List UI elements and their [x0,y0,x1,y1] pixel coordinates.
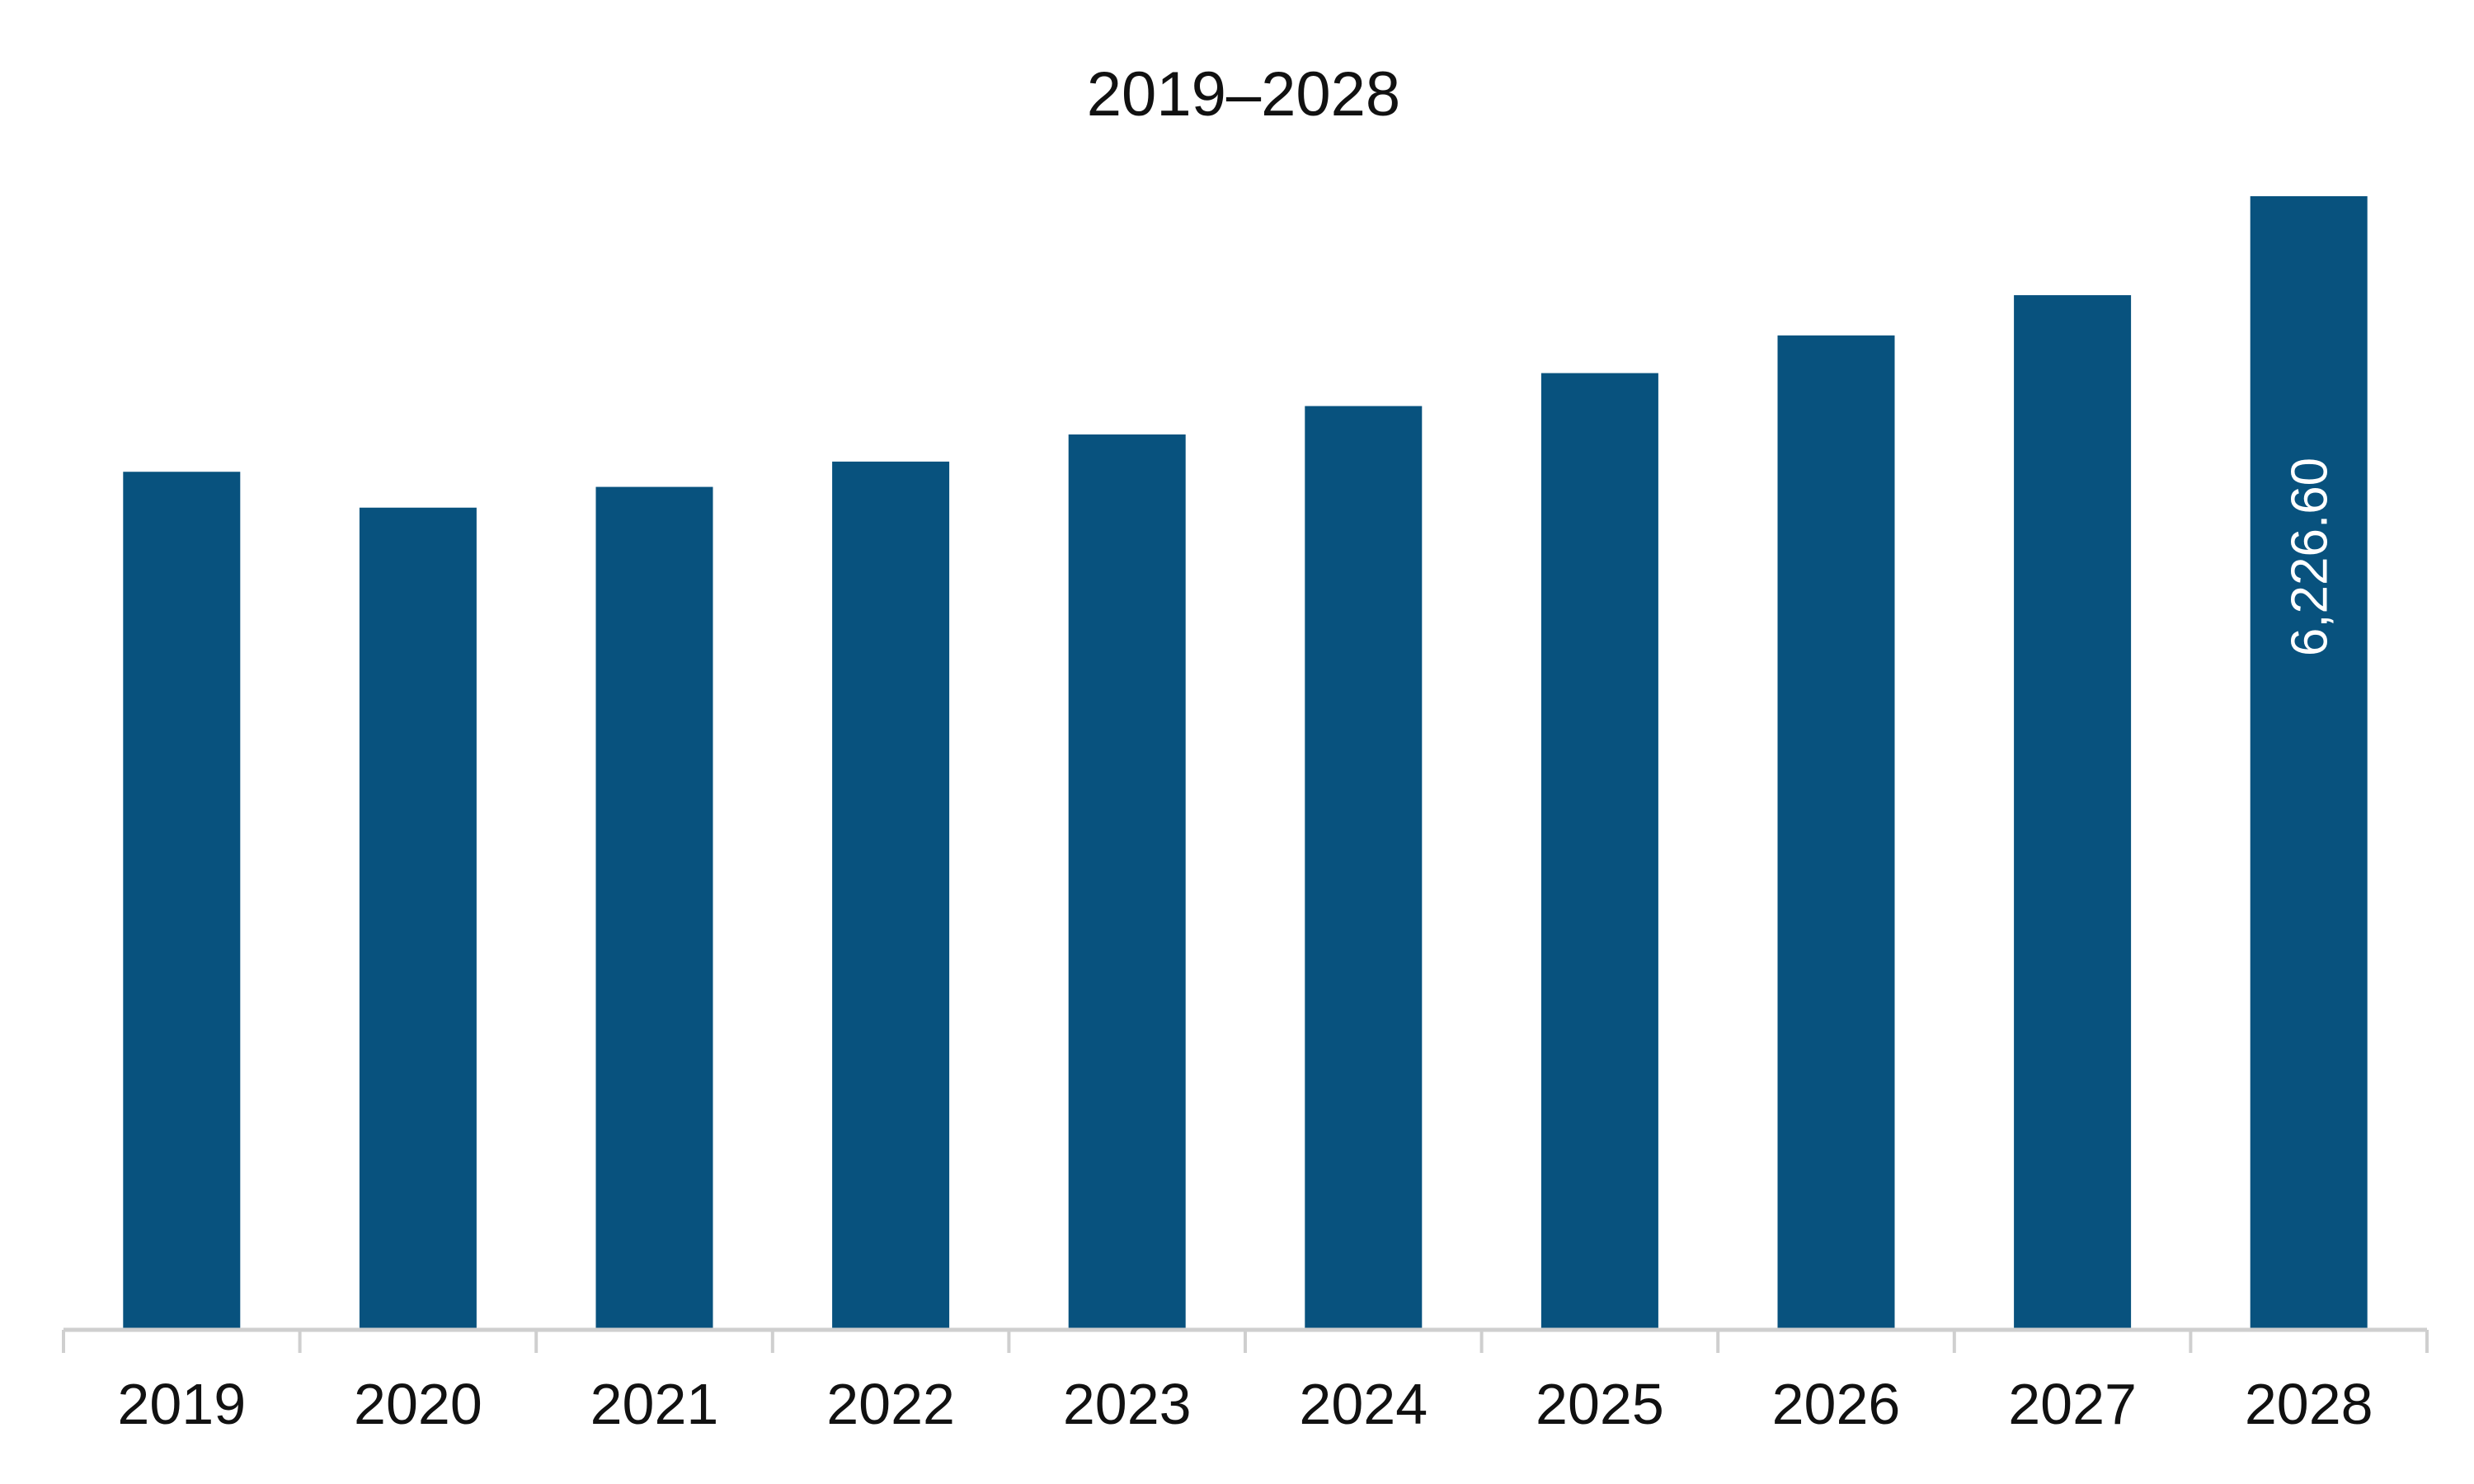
x-tick-label-2027: 2027 [2008,1372,2137,1436]
data-label-2028: 6,226.60 [2282,458,2339,656]
bar-2020 [359,507,477,1330]
bar-2023 [1068,434,1186,1331]
x-tick-label-2028: 2028 [2245,1372,2373,1436]
x-tick-label-2022: 2022 [826,1372,955,1436]
x-axis-ticks [62,1330,2429,1353]
x-tick-label-2019: 2019 [117,1372,246,1436]
bar-2025 [1540,373,1658,1330]
x-tick-label-2025: 2025 [1536,1372,1664,1436]
bar-2027 [2014,295,2132,1330]
data-labels-group: 6,226.60 [2282,458,2339,656]
x-tick-label-2024: 2024 [1299,1372,1427,1436]
x-axis-tick-labels: 2019 2020 2021 2022 2023 2024 2025 2026 2027 2028 [117,1372,2373,1436]
bar-2028 [2250,196,2368,1330]
bars-group [123,196,2368,1331]
chart-title: 2019–2028 [1087,59,1400,129]
bar-2022 [832,461,950,1330]
bar-2026 [1777,335,1895,1331]
x-tick-label-2021: 2021 [590,1372,719,1436]
x-tick-label-2020: 2020 [354,1372,482,1436]
x-tick-label-2023: 2023 [1063,1372,1192,1436]
bar-2024 [1305,406,1423,1331]
bar-2021 [595,486,713,1330]
x-tick-label-2026: 2026 [1772,1372,1901,1436]
bar-2019 [123,472,241,1330]
